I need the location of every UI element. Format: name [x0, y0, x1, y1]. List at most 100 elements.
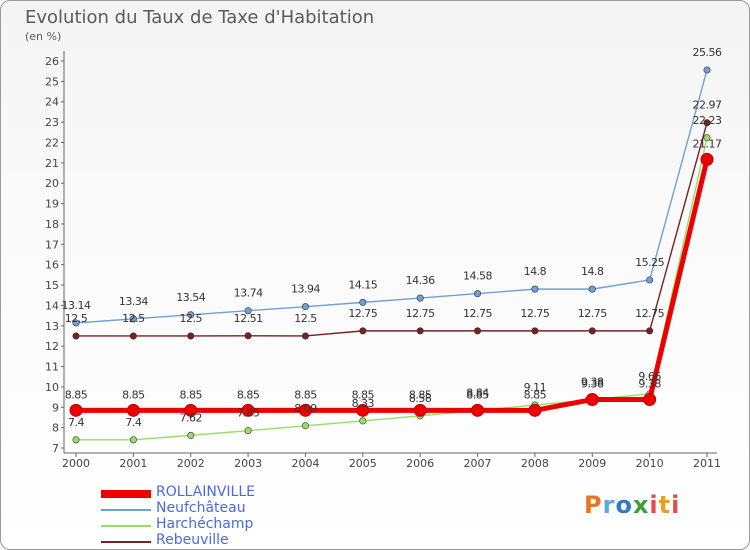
data-label: 12.75: [406, 307, 435, 320]
proxiti-logo: Proxiti: [584, 491, 680, 519]
y-tick-label: 14: [45, 299, 59, 312]
y-tick-label: 13: [45, 320, 59, 333]
data-point: [359, 417, 367, 425]
data-label: 25.56: [693, 46, 722, 59]
y-tick-label: 10: [45, 381, 59, 394]
data-point: [244, 427, 252, 435]
data-label: 22.23: [693, 114, 722, 127]
data-point: [585, 393, 599, 407]
data-point: [184, 403, 198, 417]
data-label: 8.85: [466, 388, 489, 401]
data-label: 9.66: [638, 370, 661, 383]
data-point: [588, 285, 596, 293]
x-tick-label: 2010: [636, 457, 664, 470]
series-line: [76, 122, 708, 337]
data-point: [301, 422, 309, 430]
data-label: 9.38: [581, 378, 604, 391]
data-label: 8.85: [524, 388, 547, 401]
legend-label: Rebeuville: [156, 532, 229, 548]
unit-label: (en %): [25, 30, 62, 43]
data-label: 12.75: [578, 307, 607, 320]
data-label: 8.85: [122, 388, 145, 401]
x-tick-label: 2004: [291, 457, 319, 470]
data-point: [301, 303, 309, 311]
x-tick-label: 2002: [177, 457, 205, 470]
logo-letter: P: [584, 491, 603, 519]
data-point: [72, 436, 80, 444]
x-tick-label: 2005: [349, 457, 377, 470]
data-label: 14.58: [463, 270, 492, 283]
y-tick-label: 9: [52, 401, 59, 414]
y-tick-label: 7: [52, 442, 59, 455]
x-tick-label: 2011: [693, 457, 721, 470]
legend-label: Harchéchamp: [156, 516, 254, 532]
data-label: 14.36: [406, 274, 435, 287]
data-point: [531, 327, 539, 335]
data-point: [531, 285, 539, 293]
data-label: 13.74: [234, 287, 263, 300]
y-tick-label: 8: [52, 422, 59, 435]
data-label: 14.15: [348, 278, 377, 291]
data-label: 9.11: [524, 381, 547, 394]
x-tick-label: 2009: [578, 457, 606, 470]
data-point: [187, 332, 195, 340]
data-label: 15.25: [635, 256, 664, 269]
data-point: [703, 119, 711, 127]
data-point: [413, 403, 427, 417]
y-tick-label: 20: [45, 177, 59, 190]
data-point: [703, 134, 711, 142]
logo-letter: t: [658, 491, 672, 519]
data-point: [588, 327, 596, 335]
data-point: [646, 276, 654, 284]
data-point: [356, 403, 370, 417]
data-label: 8.85: [409, 388, 432, 401]
y-tick-label: 23: [45, 116, 59, 129]
x-tick-label: 2001: [119, 457, 147, 470]
data-point: [241, 403, 255, 417]
series-line: [76, 137, 708, 441]
data-point: [72, 332, 80, 340]
data-label: 13.14: [62, 299, 91, 312]
y-tick-label: 25: [45, 75, 59, 88]
data-label: 8.85: [65, 388, 88, 401]
data-point: [700, 152, 714, 166]
data-label: 7.62: [179, 411, 202, 424]
data-label: 12.75: [463, 307, 492, 320]
data-point: [643, 393, 657, 407]
chart-title: Evolution du Taux de Taxe d'Habitation: [25, 7, 375, 28]
data-label: 21.17: [693, 137, 722, 150]
data-label: 8.09: [294, 402, 317, 415]
data-label: 12.51: [234, 312, 263, 325]
data-label: 12.75: [635, 307, 664, 320]
data-point: [69, 403, 83, 417]
logo-letter: o: [615, 491, 633, 519]
data-label: 7.4: [125, 416, 141, 429]
x-tick-label: 2007: [464, 457, 492, 470]
y-tick-label: 26: [45, 55, 59, 68]
data-label: 12.75: [348, 307, 377, 320]
data-point: [129, 315, 137, 323]
data-label: 8.33: [352, 397, 375, 410]
data-label: 12.75: [520, 307, 549, 320]
data-label: 8.85: [352, 388, 375, 401]
data-point: [474, 290, 482, 298]
series-line: [75, 69, 708, 324]
data-label: 13.94: [291, 283, 320, 296]
y-tick-label: 11: [45, 361, 59, 374]
y-tick-label: 16: [45, 259, 59, 272]
data-point: [301, 332, 309, 340]
data-label: 13.34: [119, 295, 148, 308]
series-line: [76, 158, 710, 413]
data-label: 7.4: [68, 416, 84, 429]
y-tick-label: 24: [45, 96, 59, 109]
data-point: [471, 403, 485, 417]
logo-letter: i: [671, 491, 681, 519]
data-label: 14.8: [581, 265, 604, 278]
data-label: 12.5: [122, 312, 145, 325]
data-point: [474, 327, 482, 335]
y-tick-label: 18: [45, 218, 59, 231]
data-point: [72, 319, 80, 327]
data-point: [244, 307, 252, 315]
